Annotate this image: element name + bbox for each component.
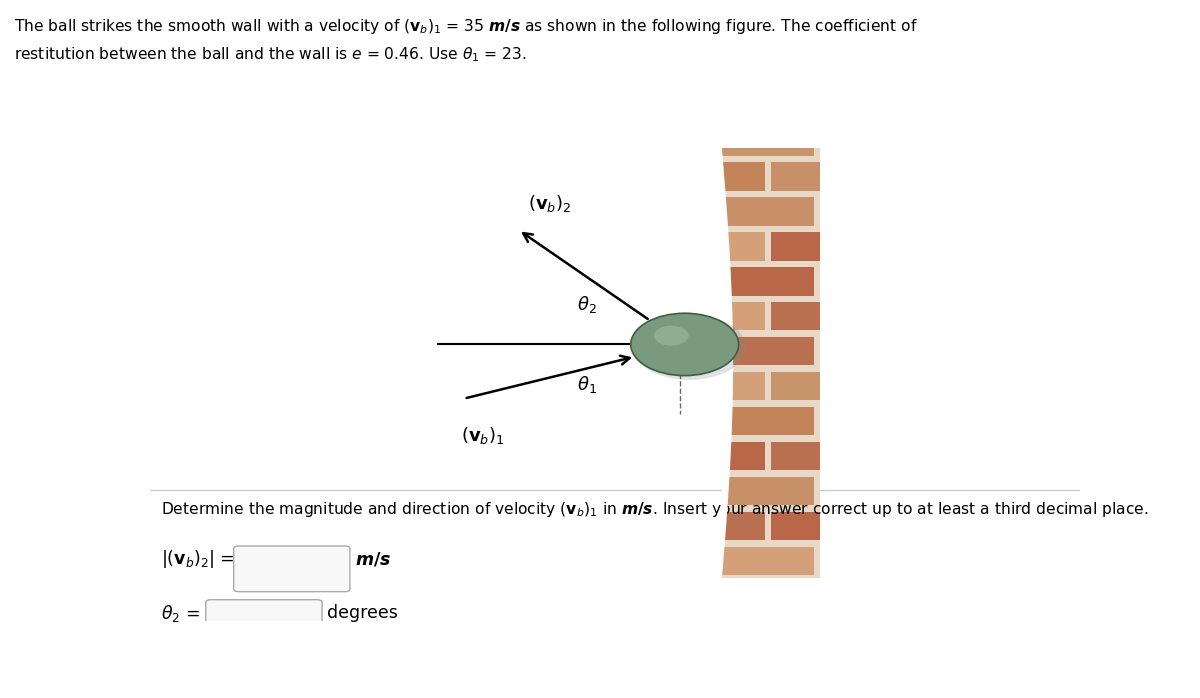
Bar [770,232,820,260]
Circle shape [631,313,739,376]
Bar [770,162,820,191]
Bar [722,148,814,156]
Text: $\theta_2$: $\theta_2$ [577,294,596,315]
Circle shape [632,314,746,380]
Circle shape [654,326,689,346]
Bar [770,302,820,330]
Bar [722,372,766,401]
Bar [722,302,766,330]
Bar [770,512,820,540]
Bar [722,162,766,191]
Text: degrees: degrees [326,604,397,622]
Bar [722,477,814,505]
Bar [722,337,814,365]
Text: $(\mathbf{v}_b)_1$: $(\mathbf{v}_b)_1$ [461,426,504,447]
Bar [722,442,766,470]
Text: restitution between the ball and the wall is $e$ = 0.46. Use $\theta_1$ = 23.: restitution between the ball and the wal… [14,45,527,64]
Bar [722,267,814,295]
Bar [722,232,766,260]
Text: The ball strikes the smooth wall with a velocity of $(\mathbf{v}_b)_1$ = 35 $\bo: The ball strikes the smooth wall with a … [14,17,918,36]
Bar [722,197,814,225]
Text: $\boldsymbol{m/s}$: $\boldsymbol{m/s}$ [355,551,391,568]
Bar [770,372,820,401]
Bar [722,547,814,575]
Text: $\theta_2$ =: $\theta_2$ = [161,602,200,623]
Text: $\theta_1$: $\theta_1$ [577,374,598,395]
Bar [722,148,820,578]
FancyBboxPatch shape [206,600,322,646]
PathPatch shape [722,148,733,578]
Bar [722,407,814,436]
Text: $(\mathbf{v}_b)_2$: $(\mathbf{v}_b)_2$ [528,193,571,214]
Bar [770,442,820,470]
Bar [722,512,766,540]
FancyBboxPatch shape [234,546,350,592]
Text: $|(\mathbf{v}_b)_2|$ =: $|(\mathbf{v}_b)_2|$ = [161,549,235,570]
Text: Determine the magnitude and direction of velocity $(\mathbf{v}_b)_1$ in $\boldsy: Determine the magnitude and direction of… [161,500,1148,519]
